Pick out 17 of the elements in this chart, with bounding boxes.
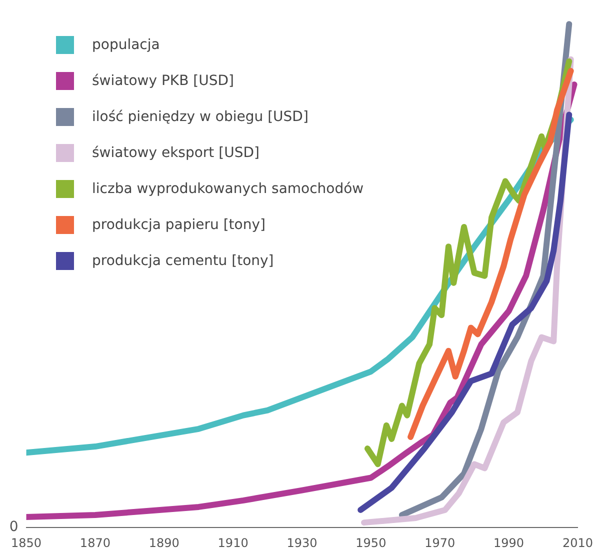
x-tick-label: 1930 [286,536,318,550]
x-tick-label: 1890 [148,536,180,550]
x-tick-label: 1910 [218,536,248,550]
legend-label: produkcja papieru [tony] [92,217,266,233]
x-tick-label: 1870 [80,536,110,550]
x-tick-label: 1850 [10,536,42,550]
legend-label: światowy PKB [USD] [92,73,234,89]
text: 0 [9,519,18,536]
x-tick-label: 1970 [424,536,456,550]
legend-label: liczba wyprodukowanych samochodów [92,181,364,197]
legend-label: populacja [92,37,160,53]
legend-label: ilość pieniędzy w obiegu [USD] [92,109,308,125]
x-tick-label: 1990 [494,536,524,550]
x-tick-label: 1950 [356,536,386,550]
legend-label: światowy eksport [USD] [92,145,260,161]
legend-label: produkcja cementu [tony] [92,253,274,269]
x-tick-label: 2010 [562,536,594,550]
